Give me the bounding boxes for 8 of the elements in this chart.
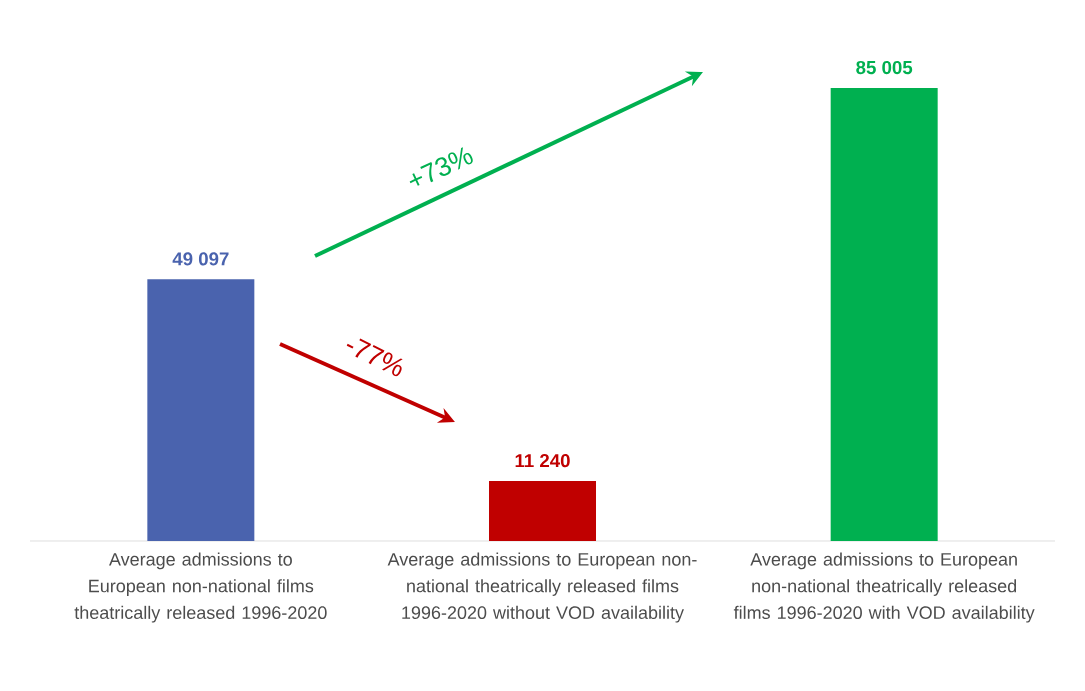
data-label: 49 097 [172,252,229,266]
x-tick-label: Average admissions to European non-national theatrically released films 1996-2020 with VOD availability [733,552,1035,623]
annotation: -77% [346,338,403,377]
data-label: 11 240 [515,454,570,468]
x-tick-label: Average admissions to European non-national films theatrically released 1996-2020 [74,552,327,623]
x-tick-label: Average admissions to European non-national theatrically released films 1996-2020 without VOD availability [387,552,697,623]
annotation: +73% [409,147,473,186]
data-label: 85 005 [856,60,913,75]
